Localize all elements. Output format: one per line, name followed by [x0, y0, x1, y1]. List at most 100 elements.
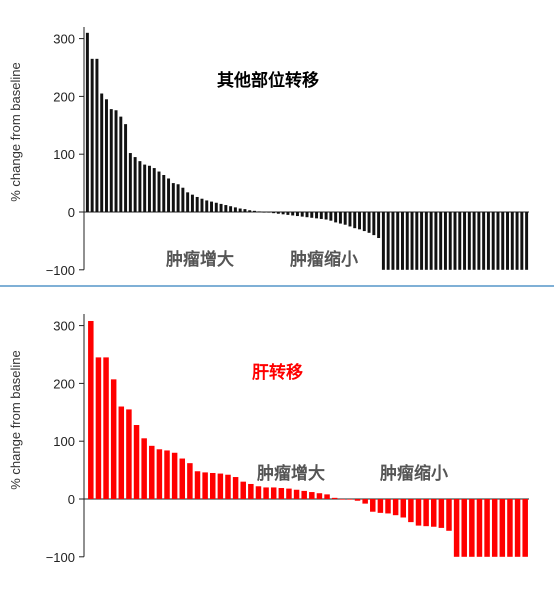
bar — [143, 164, 147, 212]
bar — [257, 211, 261, 213]
bar — [348, 212, 352, 227]
bar — [164, 450, 170, 499]
bar — [214, 202, 218, 212]
bar — [190, 194, 194, 212]
bar — [467, 212, 471, 270]
bar — [507, 499, 513, 557]
bar — [85, 32, 89, 212]
bar — [229, 206, 233, 212]
bar — [377, 212, 381, 239]
bar — [310, 212, 314, 218]
bar — [286, 212, 290, 215]
bar-chart-liver-metastasis: % change from baseline 300 200 100 0 −100 — [8, 314, 529, 565]
bar — [141, 438, 147, 499]
bar — [392, 499, 399, 516]
bar — [324, 494, 330, 499]
chart-title: 肝转移 — [252, 363, 303, 383]
bar — [205, 200, 209, 212]
bar — [305, 212, 309, 218]
bar — [248, 210, 252, 212]
bar — [463, 212, 467, 270]
bar — [291, 212, 295, 216]
bar — [157, 171, 161, 212]
bar — [431, 499, 437, 527]
bar — [272, 212, 276, 214]
chart-title: 其他部位转移 — [217, 71, 319, 91]
bar — [472, 212, 476, 270]
bar — [295, 212, 299, 217]
bar — [520, 212, 524, 270]
bar — [210, 472, 216, 499]
bar — [484, 499, 490, 557]
bar — [385, 499, 391, 514]
bar — [391, 212, 395, 270]
bar — [187, 463, 193, 499]
bar — [109, 109, 113, 212]
bar — [362, 499, 368, 504]
bar — [171, 452, 178, 499]
bar — [309, 492, 315, 499]
y-tick-label: 100 — [53, 434, 75, 449]
bar — [217, 473, 224, 499]
bar — [353, 212, 357, 229]
bar — [138, 161, 142, 212]
y-tick-label: 300 — [53, 319, 75, 334]
bar — [200, 198, 204, 212]
bar — [300, 212, 304, 217]
bar — [448, 212, 452, 270]
bar — [438, 499, 445, 528]
annotation-tumor-decrease: 肿瘤缩小 — [380, 464, 448, 484]
bar — [434, 212, 438, 270]
bar — [88, 320, 94, 499]
bar — [105, 99, 108, 212]
bar — [510, 212, 514, 270]
y-tick-label: 300 — [53, 32, 75, 47]
bar — [415, 499, 422, 526]
bar — [410, 212, 414, 270]
bar — [133, 425, 140, 499]
bar — [400, 499, 407, 518]
bar — [343, 212, 347, 225]
bar — [100, 93, 104, 212]
bar — [276, 212, 280, 214]
bar — [491, 499, 498, 557]
bar — [525, 212, 529, 270]
chart-panel-other-metastasis: % change from baseline 300 200 100 0 −100 其他… — [0, 0, 554, 286]
bar — [95, 58, 99, 212]
bar — [270, 487, 277, 499]
bar — [354, 499, 361, 501]
bar — [162, 175, 166, 212]
bar — [179, 458, 186, 499]
bar — [381, 212, 385, 270]
bar — [133, 157, 137, 212]
y-tick-label: 0 — [68, 205, 75, 220]
bar — [329, 212, 333, 221]
bar — [396, 212, 400, 270]
bar — [232, 477, 239, 499]
bar — [453, 499, 460, 557]
bar — [255, 486, 262, 499]
bar — [331, 497, 338, 499]
y-tick-label: 200 — [53, 376, 75, 391]
bar — [243, 209, 247, 212]
y-tick-label: 0 — [68, 492, 75, 507]
bar — [358, 212, 361, 230]
bar — [90, 58, 94, 212]
bar — [194, 471, 201, 499]
bar — [476, 499, 483, 557]
y-axis-label: % change from baseline — [8, 62, 23, 201]
bar — [386, 212, 390, 270]
bar — [424, 212, 428, 270]
y-tick-label: −100 — [46, 550, 75, 565]
bar — [126, 409, 132, 499]
y-axis-label: % change from baseline — [8, 350, 23, 489]
bar — [278, 488, 285, 499]
bar — [522, 499, 528, 557]
bar — [367, 212, 371, 233]
bar — [477, 212, 481, 270]
bar — [339, 499, 346, 500]
bar — [181, 187, 185, 212]
bar — [439, 212, 443, 270]
bar — [491, 212, 495, 270]
bar — [156, 449, 163, 499]
